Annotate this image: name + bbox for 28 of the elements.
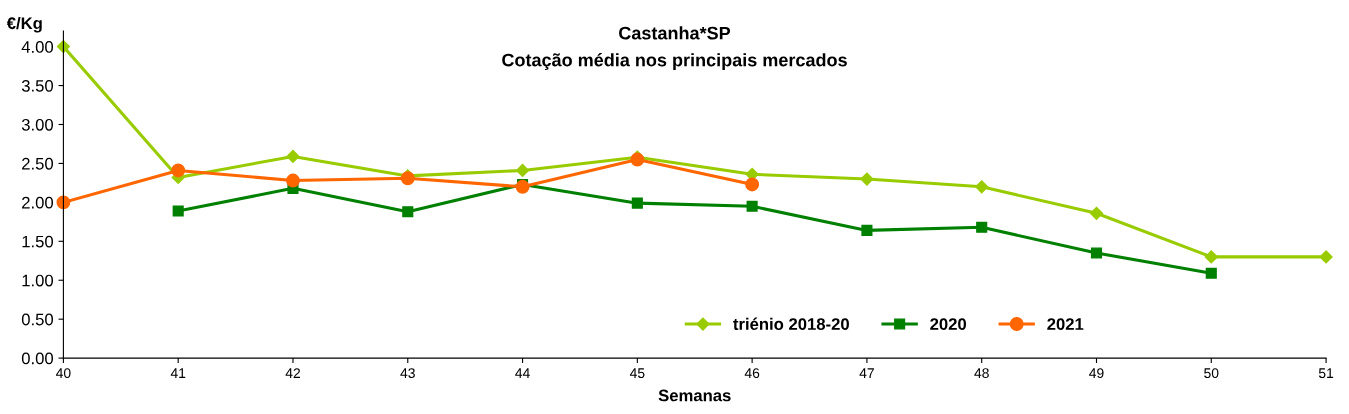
x-tick-label: 49 (1089, 368, 1104, 379)
x-tick-label: 51 (1318, 368, 1334, 379)
chart-title: Castanha*SP (619, 26, 731, 40)
text: Cotação média nos principais mercados (502, 53, 847, 70)
x-axis-title: Semanas (658, 389, 731, 402)
y-tick-label: 3.50 (21, 79, 54, 92)
legend-label: 2020 (930, 318, 967, 330)
y-tick-label: 0.00 (21, 352, 54, 365)
y-axis-title: €/Kg (6, 16, 42, 33)
x-tick-label: 40 (56, 368, 71, 379)
y-tick-label: 4.00 (21, 41, 54, 53)
y-tick-label: 2.50 (22, 157, 54, 170)
y-tick-label: 1.00 (22, 274, 54, 287)
x-tick-label: 43 (400, 368, 415, 379)
y-tick-label: 1.50 (22, 235, 54, 248)
y-tick-label: 3.00 (21, 118, 54, 131)
x-tick-label: 44 (515, 368, 530, 378)
x-tick-label: 50 (1204, 368, 1219, 379)
legend-label: triénio 2018-20 (733, 317, 849, 330)
x-tick-label: 45 (629, 368, 645, 379)
legend-label: 2021 (1047, 318, 1084, 330)
y-tick-label: 2.00 (22, 196, 54, 209)
x-tick-label: 42 (285, 368, 301, 378)
x-tick-label: 41 (170, 368, 186, 378)
x-tick-label: 46 (744, 368, 760, 379)
y-tick-label: 0.50 (21, 313, 54, 326)
x-tick-label: 47 (859, 368, 874, 378)
x-tick-label: 48 (974, 368, 989, 379)
